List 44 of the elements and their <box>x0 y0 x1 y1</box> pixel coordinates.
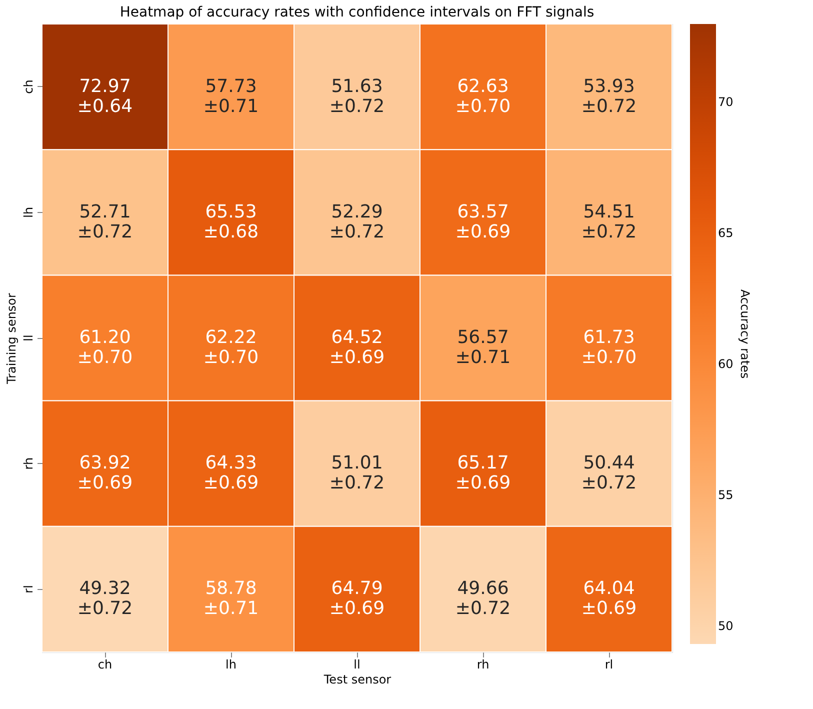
data-label: 57.73 ±0.71 <box>203 76 259 117</box>
y-tick-label: ll <box>22 334 36 342</box>
data-label: 62.22 ±0.70 <box>203 327 259 368</box>
data-label: 61.73 ±0.70 <box>581 327 637 368</box>
color-bar-label: 50 <box>718 619 734 634</box>
data-label: 56.57 ±0.71 <box>455 327 511 368</box>
data-label: 72.97 ±0.64 <box>77 76 133 117</box>
data-label: 63.92 ±0.69 <box>77 452 133 494</box>
data-label: 64.04 ±0.69 <box>581 578 637 620</box>
x-tick-label: rh <box>476 658 490 672</box>
data-label: 65.17 ±0.69 <box>455 452 511 494</box>
x-tick-label: rl <box>604 658 614 672</box>
data-label: 49.66 ±0.72 <box>455 578 511 620</box>
color-bar-label: 60 <box>718 357 734 372</box>
x-tick-label: lh <box>226 658 236 672</box>
data-label: 61.20 ±0.70 <box>77 327 133 368</box>
data-label: 51.01 ±0.72 <box>329 452 385 494</box>
data-label: 52.71 ±0.72 <box>77 201 133 242</box>
color-bar-label: 55 <box>718 488 734 502</box>
data-label: 50.44 ±0.72 <box>581 452 637 494</box>
data-label: 53.93 ±0.72 <box>581 76 637 117</box>
chart-title: Heatmap of accuracy rates with confidence intervals on FFT signals <box>120 4 594 20</box>
data-label: 52.29 ±0.72 <box>329 201 385 242</box>
color-bar-title: Accuracy rates <box>738 289 752 379</box>
color-bar-label: 70 <box>718 94 734 109</box>
data-label: 64.52 ±0.69 <box>329 327 385 368</box>
color-bar-label: 65 <box>718 226 734 240</box>
data-label: 54.51 ±0.72 <box>581 201 637 242</box>
data-label: 65.53 ±0.68 <box>203 201 259 242</box>
data-label: 62.63 ±0.70 <box>455 76 511 117</box>
data-label: 64.79 ±0.69 <box>329 578 385 620</box>
data-label: 49.32 ±0.72 <box>77 578 133 620</box>
y-tick-label: rh <box>22 457 36 470</box>
y-tick-label: ch <box>22 80 36 94</box>
data-label: 63.57 ±0.69 <box>455 201 511 242</box>
data-label: 64.33 ±0.69 <box>203 452 259 494</box>
x-tick-label: ll <box>354 658 360 672</box>
data-label: 51.63 ±0.72 <box>329 76 385 117</box>
y-tick-label: lh <box>22 206 36 218</box>
y-tick-label: rl <box>22 585 36 594</box>
y-axis-title: Training sensor <box>4 292 18 385</box>
x-tick-label: ch <box>98 658 112 672</box>
x-axis-title: Test sensor <box>322 672 392 686</box>
data-label: 58.78 ±0.71 <box>203 578 259 620</box>
